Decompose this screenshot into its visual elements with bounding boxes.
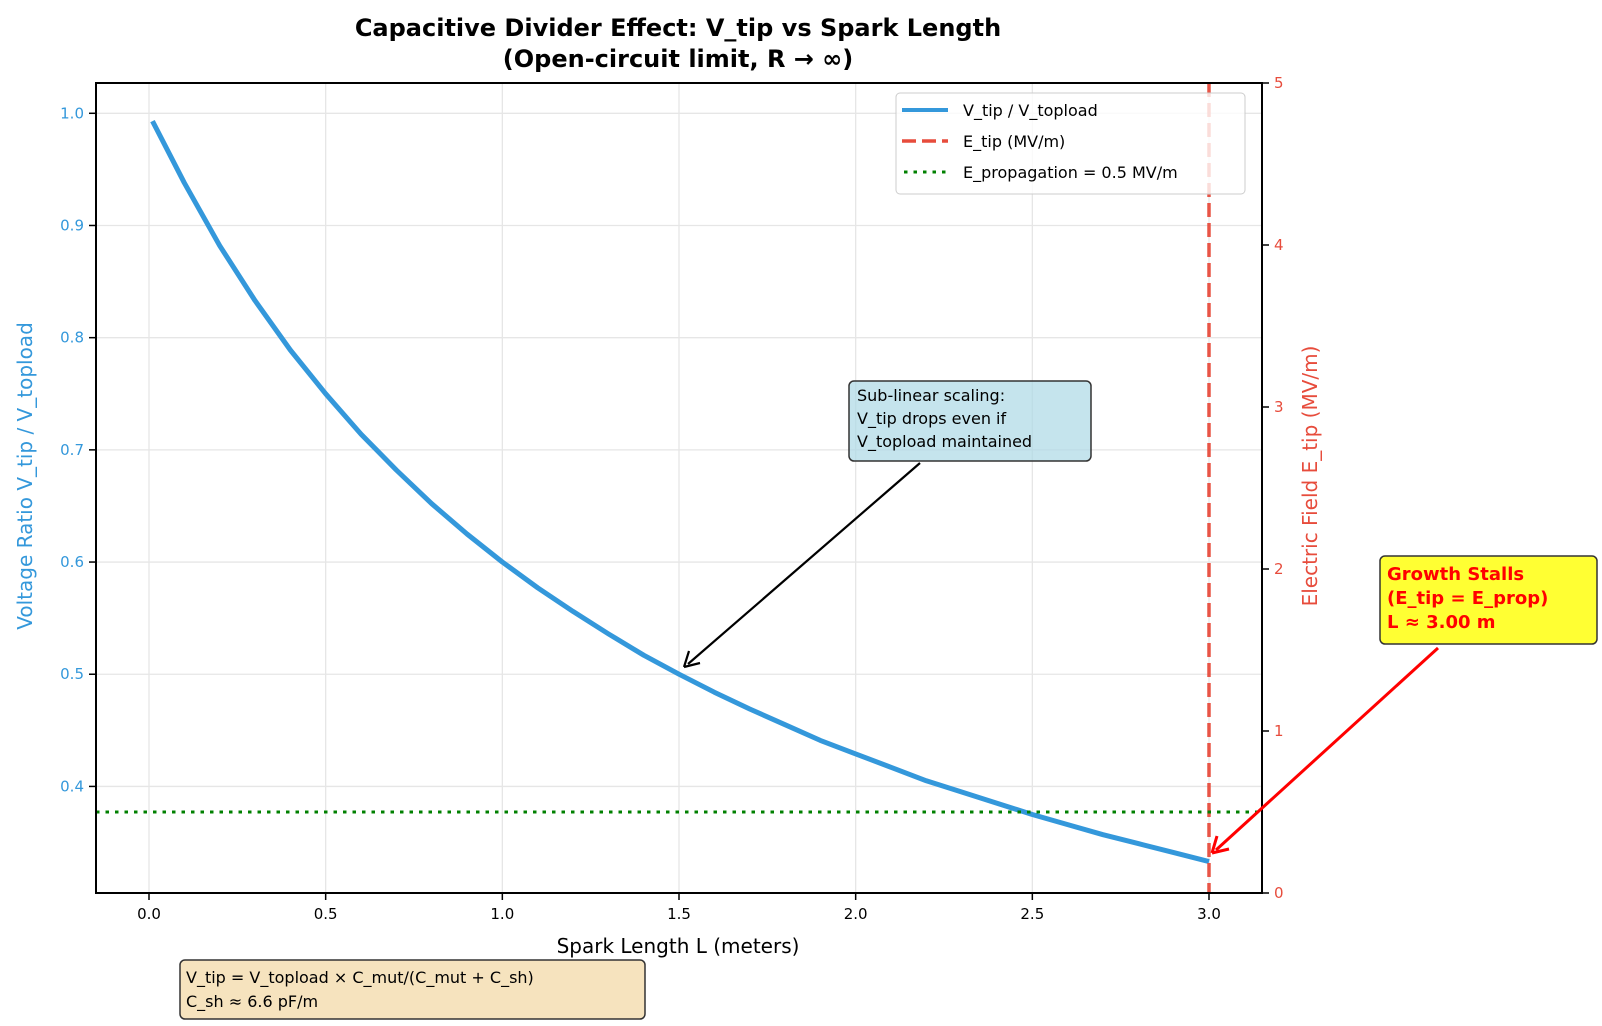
y-left-tick-label: 1.0 (60, 104, 84, 122)
chart-subtitle: (Open-circuit limit, R → ∞) (503, 45, 853, 73)
annotation-box-stalls (1379, 555, 1598, 645)
legend-label-vtip: V_tip / V_topload (963, 101, 1098, 121)
annotation-line: Growth Stalls (1387, 564, 1524, 585)
y-right-tick-label: 0 (1274, 884, 1284, 902)
annotation-line: V_tip drops even if (857, 409, 1006, 429)
annotation-growth-stalls: Growth Stalls (E_tip = E_prop) L ≈ 3.00 … (1210, 555, 1598, 855)
legend: V_tip / V_topload E_tip (MV/m) E_propaga… (895, 92, 1246, 195)
legend-box (895, 92, 1246, 195)
axes: 0.0 0.5 1.0 1.5 2.0 2.5 3.0 0.4 0.5 0.6 0.7 0.8 0.9 1… (60, 74, 1283, 923)
chart-title: Capacitive Divider Effect: V_tip vs Spar… (355, 14, 1001, 42)
annotation-sublinear: Sub-linear scaling: V_tip drops even if … (682, 380, 1092, 669)
annotation-arrow-stalls (1214, 646, 1440, 852)
x-tick-label: 2.5 (1020, 905, 1044, 923)
annotation-box-sublinear (848, 380, 1092, 462)
formula-line: C_sh ≈ 6.6 pF/m (186, 992, 318, 1012)
formula-box-bg (179, 959, 646, 1020)
annotation-line: L ≈ 3.00 m (1387, 612, 1496, 633)
series-line-vtip (150, 119, 1210, 865)
legend-label-etip: E_tip (MV/m) (963, 132, 1065, 152)
y-left-tick-label: 0.9 (60, 216, 84, 234)
legend-label-eprop: E_propagation = 0.5 MV/m (963, 163, 1178, 183)
x-tick-label: 0.5 (314, 905, 338, 923)
series-layer (96, 83, 1262, 893)
y-right-tick-label: 5 (1274, 74, 1284, 92)
annotation-line: V_topload maintained (857, 432, 1032, 452)
formula-box: V_tip = V_topload × C_mut/(C_mut + C_sh)… (179, 959, 646, 1020)
annotation-arrow-sublinear (687, 462, 921, 665)
x-tick-label: 3.0 (1197, 905, 1221, 923)
y-left-tick-label: 0.4 (60, 777, 84, 795)
y-left-tick-label: 0.6 (60, 553, 84, 571)
y-left-tick-label: 0.5 (60, 665, 84, 683)
formula-line: V_tip = V_topload × C_mut/(C_mut + C_sh) (186, 968, 534, 988)
y-right-tick-label: 2 (1274, 560, 1284, 578)
arrowhead-icon (682, 650, 701, 669)
x-tick-label: 0.0 (137, 905, 161, 923)
grid (96, 83, 1262, 893)
y-left-axis-label: Voltage Ratio V_tip / V_topload (13, 322, 37, 630)
x-axis-label: Spark Length L (meters) (557, 934, 800, 958)
y-right-tick-label: 4 (1274, 236, 1284, 254)
annotation-line: (E_tip = E_prop) (1387, 588, 1548, 609)
annotation-line: Sub-linear scaling: (857, 386, 1005, 405)
x-tick-label: 2.0 (844, 905, 868, 923)
x-tick-label: 1.0 (490, 905, 514, 923)
y-left-tick-label: 0.8 (60, 329, 84, 347)
y-right-axis-label: Electric Field E_tip (MV/m) (1298, 346, 1322, 607)
arrowhead-icon (1210, 835, 1230, 855)
y-right-tick-label: 3 (1274, 398, 1284, 416)
x-tick-label: 1.5 (667, 905, 691, 923)
y-left-tick-label: 0.7 (60, 441, 84, 459)
y-right-tick-label: 1 (1274, 722, 1284, 740)
